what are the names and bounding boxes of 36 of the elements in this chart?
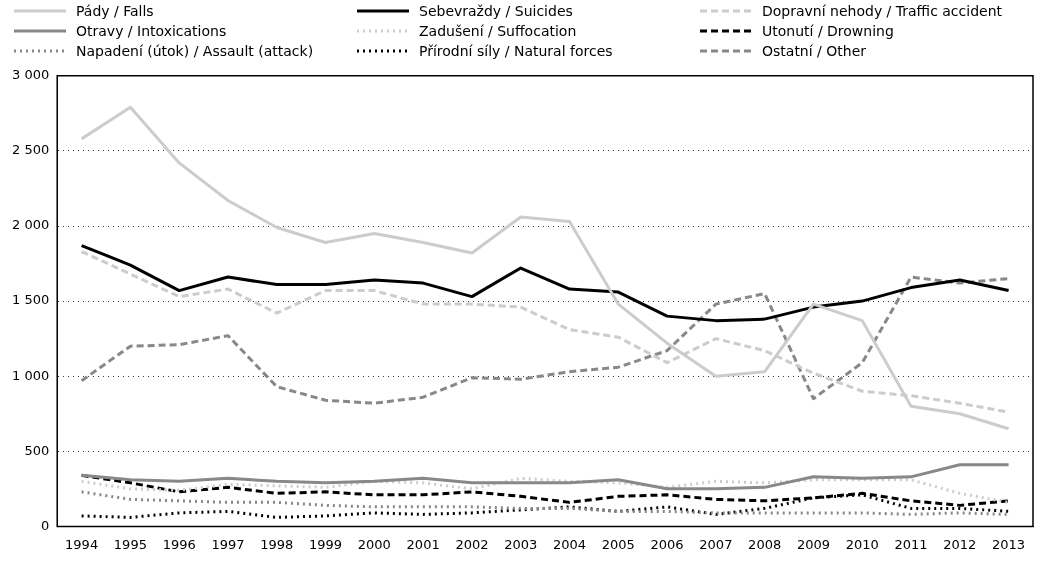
y-tick-label: 1 500 [12,292,50,308]
x-tick-label: 2009 [796,536,830,552]
x-tick-label: 2006 [650,536,684,552]
x-tick-label: 2010 [845,536,879,552]
x-tick-label: 2000 [357,536,391,552]
y-tick-label: 0 [40,517,50,533]
legend-label: Sebevraždy / Suicides [419,3,573,19]
x-tick-label: 1995 [113,536,147,552]
x-tick-label: 1999 [309,536,343,552]
legend-label: Utonutí / Drowning [762,23,894,39]
y-tick-label: 1 000 [12,367,50,383]
x-tick-label: 2005 [601,536,635,552]
x-tick-label: 2012 [943,536,977,552]
legend-label: Ostatní / Other [762,43,867,59]
x-tick-label: 2008 [748,536,782,552]
x-tick-label: 2001 [406,536,440,552]
legend-label: Pády / Falls [76,3,154,19]
legend-label: Dopravní nehody / Traffic accident [762,3,1003,19]
x-tick-label: 1994 [65,536,99,552]
x-tick-label: 1997 [211,536,245,552]
legend-label: Otravy / Intoxications [76,23,227,39]
y-tick-label: 2 500 [12,142,50,158]
x-tick-label: 1998 [260,536,294,552]
legend-label: Přírodní síly / Natural forces [419,43,613,59]
x-tick-label: 2011 [894,536,928,552]
x-tick-label: 2003 [504,536,538,552]
x-tick-label: 2013 [992,536,1026,552]
x-tick-label: 1996 [162,536,196,552]
x-tick-label: 2004 [552,536,587,552]
y-tick-label: 2 000 [12,217,50,233]
legend-label: Zadušení / Suffocation [419,23,577,39]
y-tick-label: 3 000 [12,67,50,83]
x-tick-label: 2002 [455,536,489,552]
y-tick-label: 500 [24,442,50,458]
legend-label: Napadení (útok) / Assault (attack) [76,43,314,59]
x-tick-label: 2007 [699,536,733,552]
